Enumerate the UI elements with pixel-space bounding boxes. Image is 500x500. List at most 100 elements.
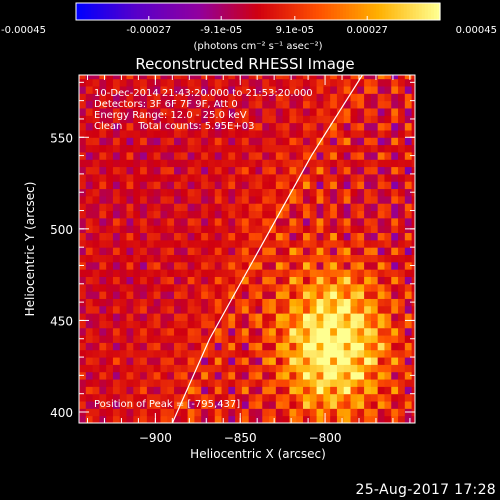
- heatmap-cell: [241, 283, 250, 292]
- heatmap-cell: [146, 85, 155, 94]
- heatmap-cell: [180, 313, 189, 321]
- heatmap-cell: [350, 254, 358, 263]
- colorbar-swatch: [264, 3, 268, 20]
- heatmap-cell: [384, 129, 392, 138]
- heatmap-cell: [316, 188, 324, 197]
- heatmap-cell: [377, 349, 385, 358]
- heatmap-cell: [106, 188, 114, 197]
- heatmap-cell: [153, 261, 161, 270]
- heatmap-cell: [153, 225, 161, 234]
- y-tick-label: 450: [50, 314, 73, 328]
- heatmap-cell: [241, 393, 250, 402]
- heatmap-cell: [133, 225, 141, 234]
- heatmap-cell: [377, 232, 385, 241]
- heatmap-cell: [370, 335, 379, 343]
- heatmap-cell: [316, 371, 324, 380]
- heatmap-cell: [357, 305, 365, 314]
- heatmap-cell: [214, 75, 223, 80]
- heatmap-cell: [350, 349, 358, 358]
- heatmap-cell: [92, 166, 100, 175]
- heatmap-cell: [350, 239, 358, 248]
- heatmap-cell: [248, 313, 256, 321]
- heatmap-cell: [309, 78, 318, 87]
- heatmap-cell: [364, 386, 372, 395]
- heatmap-cell: [160, 313, 168, 321]
- heatmap-cell: [296, 100, 304, 109]
- heatmap-cell: [411, 254, 415, 263]
- heatmap-cell: [153, 210, 161, 219]
- heatmap-cell: [343, 364, 352, 373]
- heatmap-cell: [180, 166, 189, 175]
- heatmap-cell: [391, 283, 399, 292]
- heatmap-cell: [167, 129, 175, 138]
- heatmap-cell: [112, 166, 121, 175]
- heatmap-cell: [411, 217, 415, 226]
- heatmap-cell: [370, 85, 379, 94]
- heatmap-cell: [248, 85, 256, 94]
- heatmap-cell: [357, 217, 365, 226]
- heatmap-cell: [194, 408, 202, 417]
- heatmap-cell: [153, 203, 161, 212]
- heatmap-cell: [119, 137, 128, 146]
- heatmap-cell: [336, 75, 345, 80]
- colorbar-swatch: [330, 3, 335, 20]
- heatmap-cell: [79, 122, 87, 131]
- heatmap-cell: [357, 203, 365, 212]
- heatmap-cell: [228, 335, 236, 343]
- heatmap-cell: [350, 166, 358, 175]
- heatmap-cell: [296, 217, 304, 226]
- heatmap-cell: [221, 401, 229, 409]
- colorbar-swatch: [261, 3, 265, 20]
- heatmap-cell: [262, 195, 270, 204]
- heatmap-cell: [180, 93, 189, 102]
- heatmap-cell: [235, 254, 243, 263]
- heatmap-cell: [167, 188, 175, 197]
- heatmap-cell: [106, 349, 114, 358]
- heatmap-cell: [167, 151, 175, 160]
- heatmap-cell: [85, 217, 94, 226]
- heatmap-cell: [112, 78, 121, 87]
- heatmap-cell: [99, 144, 107, 153]
- heatmap-cell: [269, 342, 277, 351]
- heatmap-cell: [241, 188, 250, 197]
- heatmap-cell: [146, 166, 155, 175]
- heatmap-cell: [214, 78, 223, 87]
- heatmap-cell: [174, 217, 182, 226]
- heatmap-cell: [241, 415, 250, 423]
- heatmap-cell: [228, 283, 236, 292]
- heatmap-cell: [153, 415, 161, 423]
- heatmap-cell: [357, 276, 365, 285]
- heatmap-cell: [228, 320, 236, 329]
- heatmap-cell: [214, 276, 223, 285]
- heatmap-cell: [384, 107, 392, 116]
- heatmap-cell: [187, 335, 195, 343]
- heatmap-cell: [119, 129, 128, 138]
- heatmap-cell: [398, 305, 406, 314]
- heatmap-cell: [214, 107, 223, 116]
- heatmap-cell: [140, 85, 148, 94]
- heatmap-cell: [133, 276, 141, 285]
- heatmap-cell: [323, 415, 331, 423]
- heatmap-cell: [92, 210, 100, 219]
- heatmap-cell: [126, 371, 134, 380]
- heatmap-cell: [112, 386, 121, 395]
- heatmap-cell: [398, 129, 406, 138]
- heatmap-cell: [323, 225, 331, 234]
- heatmap-cell: [167, 232, 175, 241]
- heatmap-cell: [398, 225, 406, 234]
- heatmap-cell: [194, 357, 202, 365]
- heatmap-cell: [316, 173, 324, 182]
- heatmap-cell: [357, 269, 365, 277]
- heatmap-cell: [119, 342, 128, 351]
- heatmap-cell: [309, 357, 318, 365]
- heatmap-cell: [343, 247, 352, 255]
- heatmap-cell: [370, 217, 379, 226]
- heatmap-cell: [160, 122, 168, 131]
- heatmap-cell: [370, 232, 379, 241]
- heatmap-cell: [384, 313, 392, 321]
- heatmap-cell: [370, 100, 379, 109]
- heatmap-cell: [153, 173, 161, 182]
- heatmap-cell: [364, 122, 372, 131]
- colorbar-swatch: [133, 3, 138, 20]
- y-axis-label: Heliocentric Y (arcsec): [23, 182, 37, 317]
